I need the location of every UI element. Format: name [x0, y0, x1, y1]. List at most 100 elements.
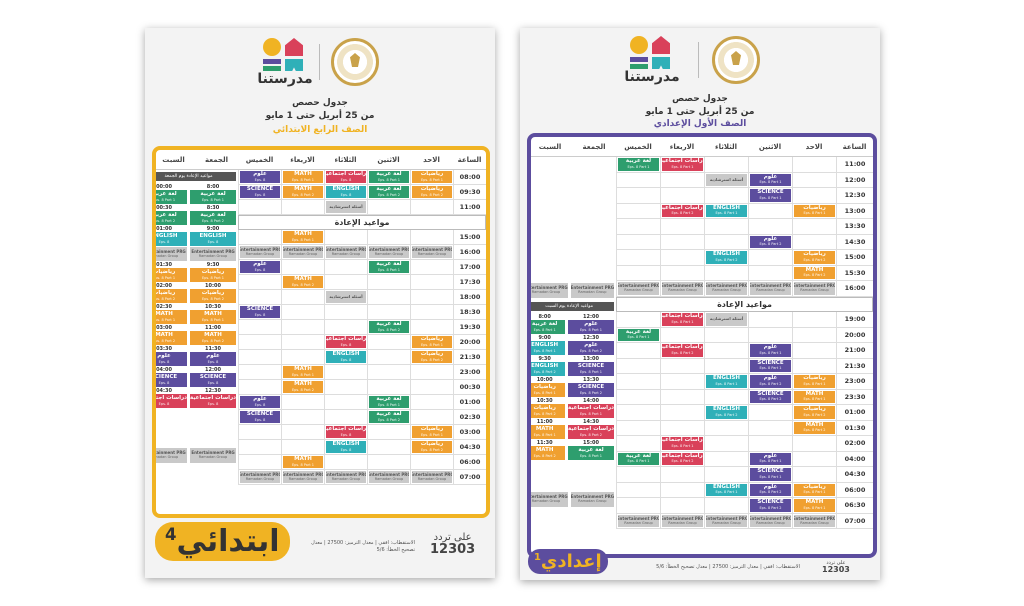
- weekend-item: 9:30 رياضيات Eps. 8 Part 1: [190, 262, 236, 282]
- time-slot: 00:30: [453, 380, 486, 395]
- program-episode: Ramadan Group: [288, 251, 318, 256]
- schedule-cell: [704, 420, 748, 436]
- program-block: علوم Eps. 8: [240, 261, 280, 273]
- time-slot: 03:00: [453, 425, 486, 440]
- program-episode: Ramadan Group: [198, 253, 228, 258]
- program-episode: Eps. 8 Part 1: [803, 505, 826, 510]
- weekend-time: 11:00: [536, 419, 553, 425]
- time-slot: 02:00: [836, 436, 873, 452]
- weekend-item: 11:30 علوم Eps. 8: [190, 346, 236, 366]
- program-subject: رياضيات: [420, 336, 444, 342]
- schedule-cell: [660, 374, 704, 390]
- schedule-cell: Entertainment PRG Ramadan Group: [704, 513, 748, 529]
- day-header: الاثنين: [758, 142, 782, 151]
- program-subject: Entertainment PRG: [152, 248, 186, 254]
- program-subject: دراسات اجتماعية: [326, 336, 366, 342]
- weekend-item: 12:00 علوم Eps. 8 Part 1: [568, 314, 614, 334]
- program-episode: Eps. 8 Part 2: [671, 459, 694, 464]
- program-block: لغة عربية Eps. 8 Part 1: [190, 190, 236, 204]
- schedule-cell: [616, 203, 660, 219]
- program-subject: Entertainment PRG: [618, 283, 659, 288]
- time-slot: 17:00: [453, 260, 486, 275]
- program-episode: Eps. 8: [254, 402, 266, 407]
- program-subject: دراسات اجتماعية: [662, 313, 703, 320]
- program-block: MATH Eps. 8 Part 1: [190, 310, 236, 324]
- schedule-cell: [367, 380, 410, 395]
- program-subject: SCIENCE: [757, 390, 784, 397]
- program-subject: لغة عربية: [376, 171, 402, 177]
- weekend-item: 13:00 SCIENCE Eps. 8 Part 1: [568, 356, 614, 376]
- schedule-cell: [238, 290, 281, 305]
- schedule-cell: رياضيات Eps. 8 Part 2: [792, 405, 836, 421]
- program-episode: Eps. 8 Part 2: [420, 357, 444, 362]
- time-slot: 21:30: [836, 358, 873, 374]
- broadcast-specs: الاستقطاب: افقي | معدل الترميز: 27500 | …: [311, 540, 415, 553]
- schedule-cell: [410, 455, 453, 470]
- weekend-item: 02:00 رياضيات Eps. 8 Part 2: [156, 283, 188, 303]
- schedule-cell: [616, 405, 660, 421]
- program-subject: Entertainment PRG: [706, 515, 747, 521]
- program-episode: Ramadan Group: [712, 288, 741, 292]
- day-header: الجمعة: [205, 155, 228, 164]
- schedule-cell: [367, 200, 410, 215]
- weekend-time: 01:30: [156, 262, 172, 268]
- schedule-cell: [660, 327, 704, 343]
- time-slot: 15:00: [836, 250, 873, 266]
- program-subject: Entertainment PRG: [152, 450, 186, 456]
- program-subject: MATH: [535, 447, 554, 453]
- schedule-cell: [792, 343, 836, 359]
- program-block: ENGLISH Eps. 8: [156, 232, 188, 246]
- day-header: الساعة: [457, 155, 482, 164]
- program-episode: Eps. 8 Part 2: [759, 397, 782, 402]
- program-block: ENGLISH Eps. 8 Part 1: [706, 375, 747, 388]
- schedule-cell: [410, 320, 453, 335]
- program-episode: Eps. 8 Part 2: [420, 192, 444, 197]
- program-subject: دراسات اجتماعية: [662, 344, 703, 351]
- program-episode: Eps. 8 Part 2: [533, 369, 556, 374]
- schedule-cell: Entertainment PRG Ramadan Group: [324, 245, 367, 260]
- program-subject: لغة عربية: [376, 186, 402, 192]
- program-episode: Ramadan Group: [198, 455, 228, 460]
- weekend-item: 8:30 لغة عربية Eps. 8 Part 2: [190, 205, 236, 225]
- schedule-cell: [324, 365, 367, 380]
- schedule-cell: [660, 188, 704, 204]
- schedule-cell: [281, 260, 324, 275]
- program-block: SCIENCE Eps. 8 Part 2: [750, 499, 791, 512]
- program-subject: MATH: [204, 332, 222, 338]
- program-block: SCIENCE Eps. 8 Part 1: [568, 362, 614, 376]
- program-episode: Ramadan Group: [245, 476, 275, 481]
- program-subject: رياضيات: [201, 290, 225, 296]
- program-block: لغة عربية Eps. 8 Part 1: [618, 452, 659, 465]
- program-block: رياضيات Eps. 8 Part 2: [794, 406, 835, 419]
- program-subject: SCIENCE: [152, 374, 178, 380]
- time-slot: 18:00: [453, 290, 486, 305]
- schedule-cell: Entertainment PRG Ramadan Group: [660, 513, 704, 529]
- weekend-item: 8:00 لغة عربية Eps. 8 Part 1: [531, 314, 566, 334]
- weekend-item: 9:00 ENGLISH Eps. 8: [190, 226, 236, 246]
- program-episode: Eps. 8 Part 2: [201, 296, 225, 301]
- logo-divider: [698, 42, 699, 78]
- schedule-cell: MATH Eps. 8 Part 1: [792, 389, 836, 405]
- schedule-cell: [324, 410, 367, 425]
- weekend-time: 9:30: [538, 356, 551, 362]
- program-episode: Eps. 8: [254, 192, 266, 197]
- time-slot: 01:00: [836, 405, 873, 421]
- program-subject: Entertainment PRG: [369, 471, 409, 477]
- program-episode: Eps. 8: [207, 401, 219, 406]
- time-slot: 23:00: [836, 374, 873, 390]
- schedule-cell: [410, 290, 453, 305]
- schedule-cell: [748, 219, 792, 235]
- day-header: الخميس: [624, 142, 652, 151]
- program-block: لغة عربية Eps. 8 Part 1: [531, 320, 566, 334]
- weekend-time: 15:00: [583, 440, 599, 446]
- schedule-cell: SCIENCE Eps. 8 Part 1: [748, 358, 792, 374]
- program-subject: دراسات اجتماعية: [152, 395, 188, 401]
